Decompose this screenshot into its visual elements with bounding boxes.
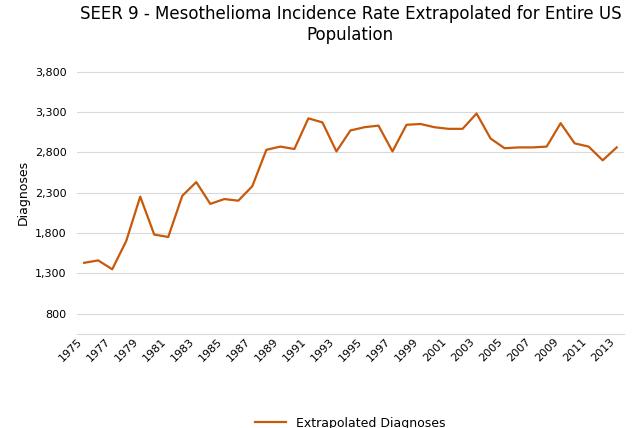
Extrapolated Diagnoses: [248, 184, 256, 189]
Extrapolated Diagnoses: [501, 146, 509, 151]
Extrapolated Diagnoses: [221, 196, 228, 202]
Extrapolated Diagnoses: [571, 141, 579, 146]
Extrapolated Diagnoses: [206, 201, 214, 206]
Extrapolated Diagnoses: [108, 267, 116, 272]
Title: SEER 9 - Mesothelioma Incidence Rate Extrapolated for Entire US
Population: SEER 9 - Mesothelioma Incidence Rate Ext…: [80, 6, 621, 44]
Extrapolated Diagnoses: [375, 123, 383, 128]
Extrapolated Diagnoses: [276, 144, 284, 149]
Extrapolated Diagnoses: [318, 120, 326, 125]
Extrapolated Diagnoses: [431, 125, 439, 130]
Extrapolated Diagnoses: [305, 116, 312, 121]
Extrapolated Diagnoses: [458, 126, 466, 131]
Extrapolated Diagnoses: [95, 258, 102, 263]
Extrapolated Diagnoses: [388, 149, 396, 154]
Extrapolated Diagnoses: [613, 145, 620, 150]
Legend: Extrapolated Diagnoses: Extrapolated Diagnoses: [250, 412, 451, 428]
Extrapolated Diagnoses: [361, 125, 368, 130]
Extrapolated Diagnoses: [235, 198, 242, 203]
Extrapolated Diagnoses: [543, 144, 550, 149]
Extrapolated Diagnoses: [136, 194, 144, 199]
Extrapolated Diagnoses: [417, 122, 424, 127]
Extrapolated Diagnoses: [122, 238, 130, 244]
Extrapolated Diagnoses: [291, 146, 298, 152]
Extrapolated Diagnoses: [515, 145, 523, 150]
Extrapolated Diagnoses: [403, 122, 410, 128]
Extrapolated Diagnoses: [585, 144, 593, 149]
Extrapolated Diagnoses: [557, 121, 565, 126]
Extrapolated Diagnoses: [445, 126, 453, 131]
Extrapolated Diagnoses: [150, 232, 158, 237]
Extrapolated Diagnoses: [262, 147, 270, 152]
Extrapolated Diagnoses: [529, 145, 536, 150]
Extrapolated Diagnoses: [80, 260, 88, 265]
Y-axis label: Diagnoses: Diagnoses: [17, 160, 30, 225]
Extrapolated Diagnoses: [473, 111, 480, 116]
Extrapolated Diagnoses: [192, 179, 200, 184]
Extrapolated Diagnoses: [347, 128, 354, 133]
Extrapolated Diagnoses: [178, 193, 186, 199]
Extrapolated Diagnoses: [165, 235, 172, 240]
Line: Extrapolated Diagnoses: Extrapolated Diagnoses: [84, 113, 617, 269]
Extrapolated Diagnoses: [332, 149, 340, 154]
Extrapolated Diagnoses: [487, 136, 494, 141]
Extrapolated Diagnoses: [599, 158, 606, 163]
